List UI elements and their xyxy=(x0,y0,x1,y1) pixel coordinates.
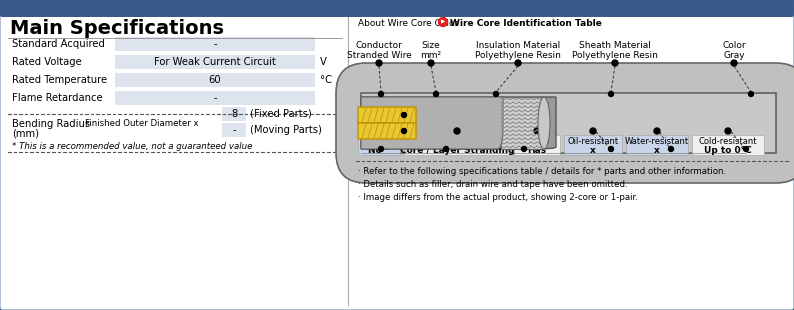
Text: Shield: Shield xyxy=(524,137,550,146)
Text: -: - xyxy=(213,39,217,49)
Circle shape xyxy=(612,60,618,66)
Circle shape xyxy=(743,147,749,152)
Text: Has: Has xyxy=(527,146,546,155)
Text: Up to 0°C: Up to 0°C xyxy=(704,146,752,155)
FancyBboxPatch shape xyxy=(0,0,794,17)
Text: Core / Layer Stranding: Core / Layer Stranding xyxy=(399,146,515,155)
FancyBboxPatch shape xyxy=(115,37,315,51)
Circle shape xyxy=(669,147,673,152)
Text: x: x xyxy=(654,146,660,155)
Circle shape xyxy=(379,91,384,96)
Circle shape xyxy=(402,129,407,134)
Circle shape xyxy=(522,147,526,152)
Circle shape xyxy=(749,91,754,96)
Circle shape xyxy=(402,113,407,117)
Ellipse shape xyxy=(538,97,550,149)
FancyBboxPatch shape xyxy=(501,97,544,149)
FancyBboxPatch shape xyxy=(514,135,560,155)
FancyBboxPatch shape xyxy=(626,135,688,155)
Text: (Fixed Parts): (Fixed Parts) xyxy=(250,109,312,119)
Text: · Refer to the following specifications table / details for * parts and other in: · Refer to the following specifications … xyxy=(358,167,727,176)
FancyBboxPatch shape xyxy=(336,63,794,183)
Text: Polyethylene Resin: Polyethylene Resin xyxy=(475,51,561,60)
Text: Wire Core Structure: Wire Core Structure xyxy=(415,137,499,146)
Text: Rated Voltage: Rated Voltage xyxy=(12,57,82,67)
Text: Conductor: Conductor xyxy=(356,41,403,50)
Text: x: x xyxy=(590,146,596,155)
Circle shape xyxy=(654,128,660,134)
Circle shape xyxy=(454,128,460,134)
Text: -: - xyxy=(213,93,217,103)
Text: * This is a recommended value, not a guaranteed value: * This is a recommended value, not a gua… xyxy=(12,142,252,151)
Text: Main Specifications: Main Specifications xyxy=(10,19,224,38)
Text: Sheath Material: Sheath Material xyxy=(579,41,651,50)
FancyBboxPatch shape xyxy=(115,55,315,69)
FancyBboxPatch shape xyxy=(692,135,764,155)
Circle shape xyxy=(534,128,540,134)
Text: Rated Temperature: Rated Temperature xyxy=(12,75,107,85)
FancyBboxPatch shape xyxy=(404,135,510,155)
Text: Color: Color xyxy=(723,41,746,50)
Text: V: V xyxy=(320,57,327,67)
Text: Flame Retardance: Flame Retardance xyxy=(12,93,102,103)
Text: Stranded Wire: Stranded Wire xyxy=(347,51,411,60)
Text: Wire Core Identification Table: Wire Core Identification Table xyxy=(450,19,602,28)
Text: 60: 60 xyxy=(209,75,222,85)
FancyBboxPatch shape xyxy=(222,107,246,121)
Circle shape xyxy=(494,91,499,96)
Text: (Moving Parts): (Moving Parts) xyxy=(250,125,322,135)
Circle shape xyxy=(376,128,382,134)
Circle shape xyxy=(376,60,382,66)
Text: Oil-resistant: Oil-resistant xyxy=(568,137,619,146)
Text: mm²: mm² xyxy=(421,51,441,60)
Text: (mm): (mm) xyxy=(12,129,39,139)
FancyBboxPatch shape xyxy=(222,123,246,137)
Text: Bending Radius: Bending Radius xyxy=(12,119,91,129)
PathPatch shape xyxy=(358,123,416,139)
Circle shape xyxy=(725,128,731,134)
Text: Insulation Material: Insulation Material xyxy=(476,41,560,50)
Text: Finished Outer Diameter x: Finished Outer Diameter x xyxy=(85,119,198,128)
FancyBboxPatch shape xyxy=(115,91,315,105)
Text: Size: Size xyxy=(422,41,441,50)
Text: Polyethylene Resin: Polyethylene Resin xyxy=(572,51,658,60)
FancyBboxPatch shape xyxy=(115,73,315,87)
Text: 8: 8 xyxy=(231,109,237,119)
Circle shape xyxy=(434,91,438,96)
Circle shape xyxy=(515,60,521,66)
Text: · Image differs from the actual product, showing 2-core or 1-pair.: · Image differs from the actual product,… xyxy=(358,193,638,202)
Text: -: - xyxy=(232,125,236,135)
Circle shape xyxy=(379,147,384,152)
Text: Gray: Gray xyxy=(723,51,745,60)
Text: ▶: ▶ xyxy=(441,19,445,24)
Circle shape xyxy=(731,60,737,66)
Circle shape xyxy=(428,60,434,66)
PathPatch shape xyxy=(361,93,776,153)
PathPatch shape xyxy=(361,97,556,149)
FancyBboxPatch shape xyxy=(4,4,790,15)
Text: No *: No * xyxy=(368,146,390,155)
Circle shape xyxy=(438,17,448,26)
FancyBboxPatch shape xyxy=(564,135,622,155)
Text: For Weak Current Circuit: For Weak Current Circuit xyxy=(154,57,276,67)
Text: Cold-resistant: Cold-resistant xyxy=(699,137,757,146)
Text: Plating: Plating xyxy=(364,137,394,146)
Circle shape xyxy=(608,147,614,152)
Text: Water-resistant: Water-resistant xyxy=(625,137,689,146)
PathPatch shape xyxy=(358,107,416,123)
Circle shape xyxy=(590,128,596,134)
PathPatch shape xyxy=(361,97,503,149)
Circle shape xyxy=(444,147,449,152)
Text: Standard Acquired: Standard Acquired xyxy=(12,39,105,49)
FancyBboxPatch shape xyxy=(358,135,400,155)
Text: · Details such as filler, drain wire and tape have been omitted.: · Details such as filler, drain wire and… xyxy=(358,180,627,189)
Text: About Wire Core Color: About Wire Core Color xyxy=(358,19,458,28)
Text: °C: °C xyxy=(320,75,332,85)
Circle shape xyxy=(608,91,614,96)
